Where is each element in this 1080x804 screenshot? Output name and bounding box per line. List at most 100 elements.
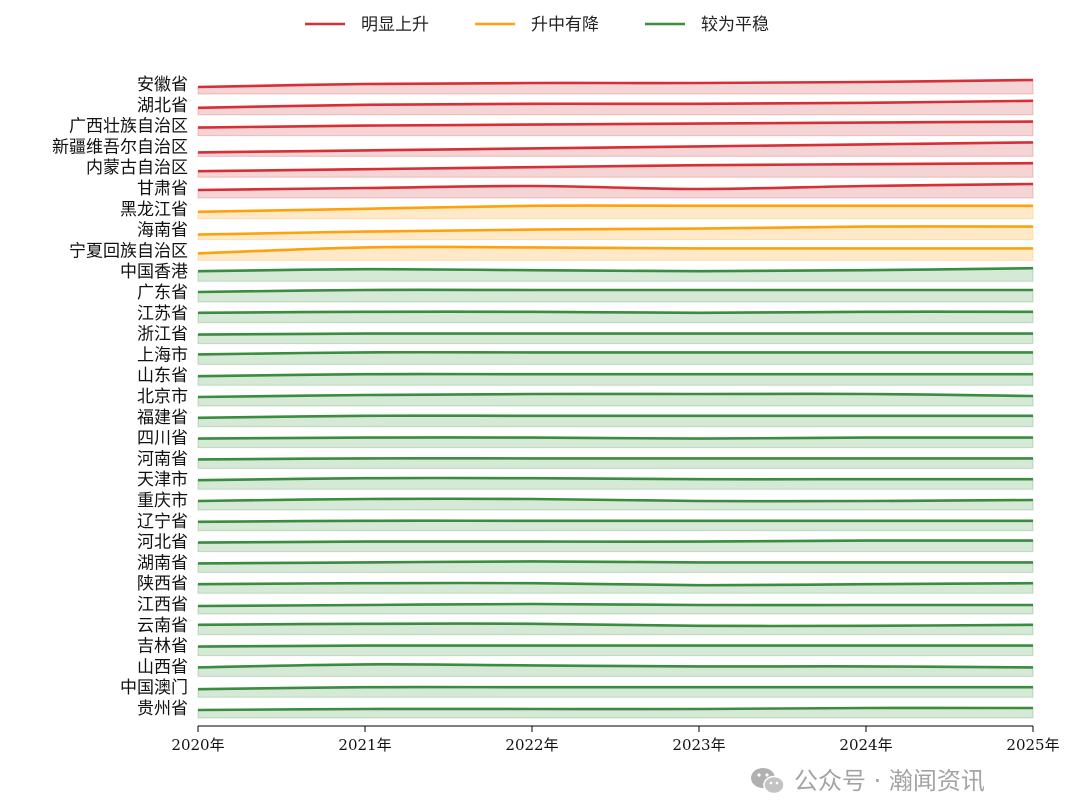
series-line: [197, 392, 1034, 399]
series-row: 内蒙古自治区: [86, 158, 1034, 178]
series-line: [197, 622, 1034, 628]
x-tick-label: 2024年: [839, 736, 892, 754]
series-row: 重庆市: [137, 491, 1034, 511]
row-label: 中国香港: [120, 262, 188, 282]
x-tick-label: 2021年: [338, 736, 391, 754]
row-label: 江西省: [137, 595, 188, 615]
row-label: 甘肃省: [137, 179, 188, 199]
series-rows: 安徽省湖北省广西壮族自治区新疆维吾尔自治区内蒙古自治区甘肃省黑龙江省海南省宁夏回…: [52, 75, 1034, 719]
series-row: 辽宁省: [137, 512, 1034, 532]
series-row: 广西壮族自治区: [69, 117, 1034, 137]
series-row: 浙江省: [137, 325, 1034, 345]
row-label: 广西壮族自治区: [69, 117, 188, 137]
series-line: [197, 706, 1034, 712]
series-row: 山西省: [137, 657, 1034, 677]
series-line: [197, 310, 1034, 315]
series-line: [197, 266, 1034, 273]
series-line: [197, 288, 1033, 294]
series-line: [197, 476, 1033, 482]
series-line: [197, 414, 1033, 420]
series-row: 贵州省: [137, 699, 1034, 719]
series-row: 湖南省: [137, 553, 1034, 573]
series-line: [197, 602, 1034, 608]
series-row: 安徽省: [137, 75, 1034, 95]
series-row: 中国澳门: [120, 678, 1034, 698]
series-row: 江苏省: [137, 304, 1034, 324]
row-label: 北京市: [137, 387, 188, 407]
x-tick-label: 2023年: [672, 736, 725, 754]
series-line: [197, 457, 1033, 461]
x-tick-label: 2020年: [171, 736, 224, 754]
series-row: 甘肃省: [137, 179, 1034, 199]
series-line: [197, 182, 1034, 192]
row-label: 湖北省: [137, 96, 188, 116]
legend-label: 较为平稳: [701, 15, 769, 35]
series-row: 河南省: [137, 449, 1034, 469]
series-line: [197, 581, 1034, 587]
row-label: 宁夏回族自治区: [69, 241, 188, 261]
row-label: 中国澳门: [120, 678, 188, 698]
row-label: 陕西省: [137, 574, 188, 594]
series-line: [197, 225, 1034, 236]
series-row: 上海市: [137, 345, 1034, 365]
series-line: [197, 663, 1034, 669]
row-label: 四川省: [137, 429, 188, 449]
series-line: [197, 161, 1034, 173]
row-label: 上海市: [137, 345, 188, 365]
series-row: 中国香港: [120, 262, 1034, 282]
legend-item: 明显上升: [305, 15, 429, 35]
series-line: [197, 644, 1033, 648]
series-row: 新疆维吾尔自治区: [52, 137, 1034, 157]
series-row: 黑龙江省: [120, 200, 1034, 220]
series-line: [197, 120, 1034, 129]
row-label: 贵州省: [137, 699, 188, 719]
series-line: [197, 78, 1034, 89]
series-line: [197, 436, 1034, 440]
series-line: [197, 497, 1034, 503]
series-row: 湖北省: [137, 96, 1034, 116]
legend-item: 较为平稳: [645, 15, 769, 35]
watermark-text: 公众号 · 瀚闻资讯: [794, 767, 985, 795]
series-row: 陕西省: [137, 574, 1034, 594]
series-row: 四川省: [137, 429, 1034, 449]
legend-label: 升中有降: [531, 15, 599, 35]
row-label: 福建省: [137, 408, 188, 428]
row-label: 重庆市: [137, 491, 188, 511]
row-label: 海南省: [137, 221, 188, 241]
series-row: 北京市: [137, 387, 1034, 407]
series-line: [197, 685, 1033, 691]
legend-item: 升中有降: [475, 15, 599, 35]
row-label: 内蒙古自治区: [86, 158, 188, 178]
series-line: [197, 539, 1034, 544]
series-row: 宁夏回族自治区: [69, 241, 1034, 261]
series-line: [197, 372, 1033, 378]
wechat-icon: [750, 766, 786, 796]
row-label: 湖南省: [137, 553, 188, 573]
series-line: [197, 519, 1033, 524]
series-line: [197, 245, 1033, 255]
row-label: 浙江省: [137, 325, 188, 345]
row-label: 广东省: [137, 283, 188, 303]
series-line: [197, 560, 1033, 565]
series-row: 江西省: [137, 595, 1034, 615]
series-row: 云南省: [137, 616, 1034, 636]
row-label: 安徽省: [137, 75, 188, 95]
series-line: [197, 350, 1033, 356]
series-line: [197, 141, 1034, 154]
series-row: 山东省: [137, 366, 1034, 386]
legend-label: 明显上升: [361, 15, 429, 35]
series-row: 天津市: [137, 470, 1034, 490]
series-line: [197, 204, 1033, 214]
series-area: [197, 205, 1034, 220]
row-label: 新疆维吾尔自治区: [52, 137, 188, 157]
row-label: 云南省: [137, 616, 188, 636]
x-tick-label: 2025年: [1006, 736, 1059, 754]
row-label: 山东省: [137, 366, 188, 386]
series-row: 福建省: [137, 408, 1034, 428]
series-row: 吉林省: [137, 637, 1034, 657]
series-line: [197, 99, 1034, 110]
series-row: 广东省: [137, 283, 1034, 303]
row-label: 河北省: [137, 533, 188, 553]
row-label: 吉林省: [137, 637, 188, 657]
